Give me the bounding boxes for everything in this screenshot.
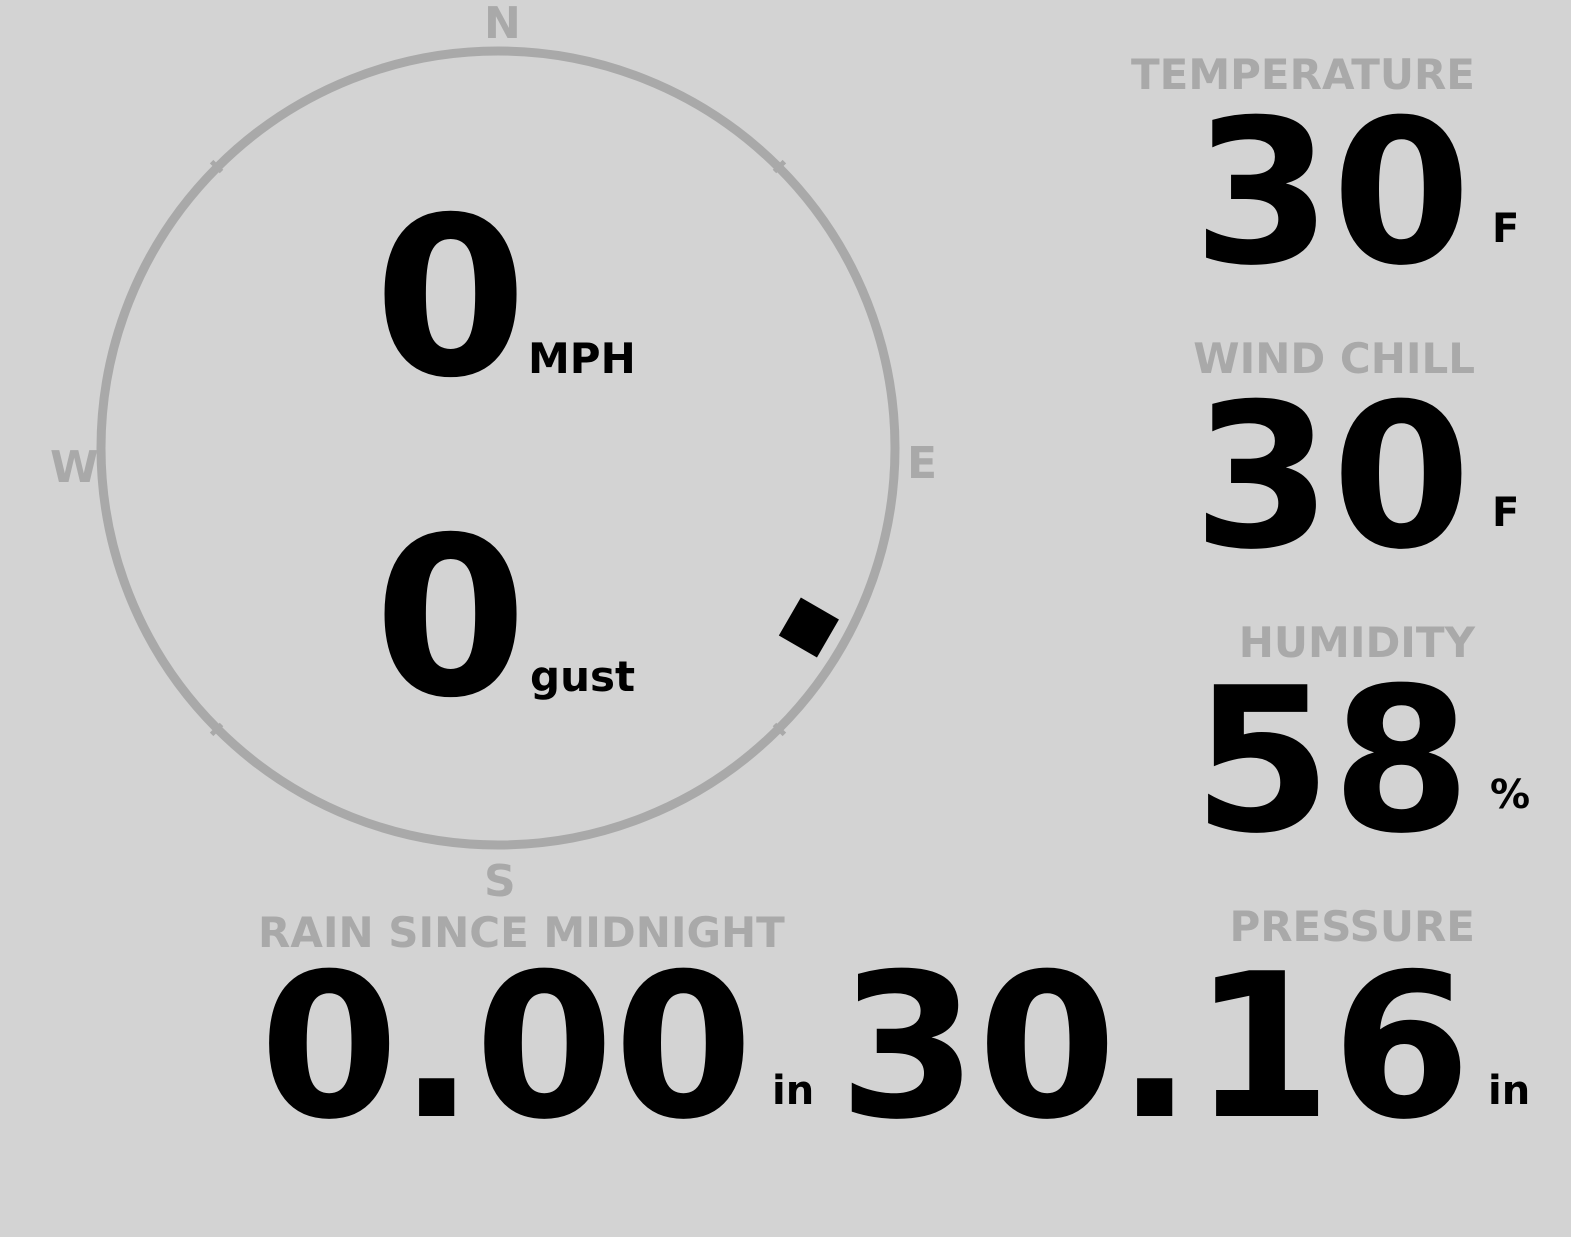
compass-tick [772,159,787,174]
rain-label: RAIN SINCE MIDNIGHT [258,908,785,957]
temperature-unit: F [1492,206,1520,252]
temperature-value: 30 [1192,77,1471,310]
wind-chill-unit: F [1492,490,1520,536]
wind-gust-unit: gust [530,652,636,701]
wind-gust-value: 0 [374,490,528,746]
temperature-label: TEMPERATURE [1131,50,1475,99]
compass-tick [772,722,787,737]
humidity-label: HUMIDITY [1238,618,1475,667]
compass-ticks [209,159,787,737]
compass-south: S [484,856,516,907]
compass-north: N [484,0,521,49]
compass-tick [209,722,224,737]
wind-direction-marker [778,597,839,658]
pressure-value: 30.16 [838,931,1471,1164]
wind-compass [96,46,900,850]
pressure-label: PRESSURE [1229,902,1475,951]
compass-ring [96,46,900,850]
wind-chill-label: WIND CHILL [1193,334,1475,383]
compass-tick [209,159,224,174]
compass-west: W [50,442,99,493]
wind-speed-unit: MPH [528,334,636,383]
rain-value: 0.00 [259,931,753,1164]
wind-speed-value: 0 [374,170,528,426]
humidity-value: 58 [1192,645,1471,878]
pressure-unit: in [1488,1068,1531,1114]
wind-chill-value: 30 [1192,361,1471,594]
rain-unit: in [772,1068,815,1114]
humidity-unit: % [1490,772,1531,818]
compass-east: E [907,438,938,489]
